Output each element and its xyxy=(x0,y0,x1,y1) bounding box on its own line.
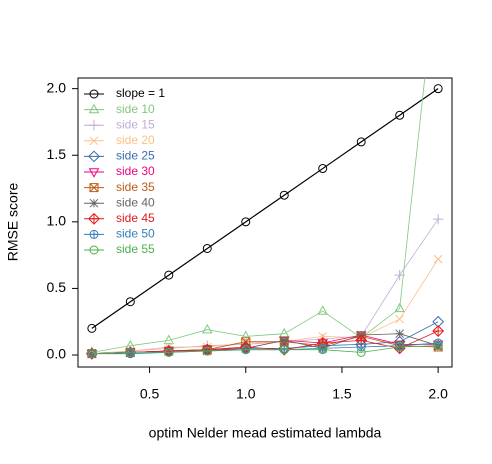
point xyxy=(279,336,289,345)
x-tick-label: 1.0 xyxy=(236,386,256,402)
legend-label: slope = 1 xyxy=(116,86,165,100)
point xyxy=(317,305,328,315)
point xyxy=(318,345,328,355)
y-tick-label: 2.0 xyxy=(47,79,67,95)
point xyxy=(395,110,405,120)
point xyxy=(279,345,289,355)
series-line xyxy=(91,218,439,355)
plot-area xyxy=(85,78,445,360)
legend-label: side 15 xyxy=(116,117,155,131)
legend-marker xyxy=(88,150,100,163)
legend-marker xyxy=(88,120,100,131)
point xyxy=(356,347,366,357)
point xyxy=(356,137,366,147)
point xyxy=(125,347,135,357)
legend-marker xyxy=(89,245,99,255)
point xyxy=(87,323,97,333)
x-axis-label: optim Nelder mead estimated lambda xyxy=(149,425,382,441)
y-tick-label: 0.5 xyxy=(47,279,67,295)
legend-label: side 50 xyxy=(116,227,155,241)
point xyxy=(433,254,443,264)
point xyxy=(278,327,290,338)
point xyxy=(241,345,251,355)
legend-label: side 20 xyxy=(116,133,155,147)
legend-label: side 45 xyxy=(116,211,155,225)
point xyxy=(356,342,366,352)
y-tick-label: 1.5 xyxy=(47,146,67,162)
y-axis-label: RMSE score xyxy=(5,183,21,262)
series-line xyxy=(91,88,439,329)
point xyxy=(202,323,213,334)
series-line xyxy=(91,335,439,355)
legend-label: side 55 xyxy=(116,242,155,256)
legend-label: side 25 xyxy=(116,149,155,163)
point xyxy=(433,341,443,351)
point xyxy=(432,213,444,225)
point xyxy=(432,325,445,337)
point xyxy=(164,270,174,280)
point xyxy=(241,217,251,227)
legend-label: side 10 xyxy=(116,102,155,116)
legend-marker xyxy=(89,136,99,146)
x-tick-label: 2.0 xyxy=(428,386,448,402)
point xyxy=(395,314,405,324)
y-tick-label: 0.0 xyxy=(47,346,67,362)
point xyxy=(87,349,97,359)
series-line xyxy=(91,78,426,353)
point xyxy=(125,297,135,307)
x-tick-label: 1.5 xyxy=(332,386,352,402)
point xyxy=(394,269,405,281)
series-line xyxy=(91,330,439,355)
point xyxy=(202,243,212,253)
point xyxy=(164,347,174,357)
point xyxy=(279,190,289,200)
series-line xyxy=(91,345,439,355)
y-tick-label: 1.0 xyxy=(47,213,67,229)
point xyxy=(394,302,405,313)
plot-frame xyxy=(77,77,453,368)
legend-marker xyxy=(88,103,100,114)
point xyxy=(318,164,328,174)
legend-marker xyxy=(89,198,99,208)
legend-label: side 30 xyxy=(116,164,155,178)
legend-marker xyxy=(89,183,99,193)
point xyxy=(395,329,405,339)
series-line xyxy=(91,258,439,355)
point xyxy=(395,342,405,352)
legend-marker xyxy=(89,229,99,239)
point xyxy=(433,84,443,94)
legend-label: side 35 xyxy=(116,180,155,194)
legend-marker xyxy=(89,89,99,99)
legend-marker xyxy=(88,212,100,225)
point xyxy=(202,346,212,356)
point xyxy=(318,332,328,341)
legend-marker xyxy=(88,168,100,178)
x-tick-label: 0.5 xyxy=(140,386,160,402)
legend-label: side 40 xyxy=(116,195,155,209)
